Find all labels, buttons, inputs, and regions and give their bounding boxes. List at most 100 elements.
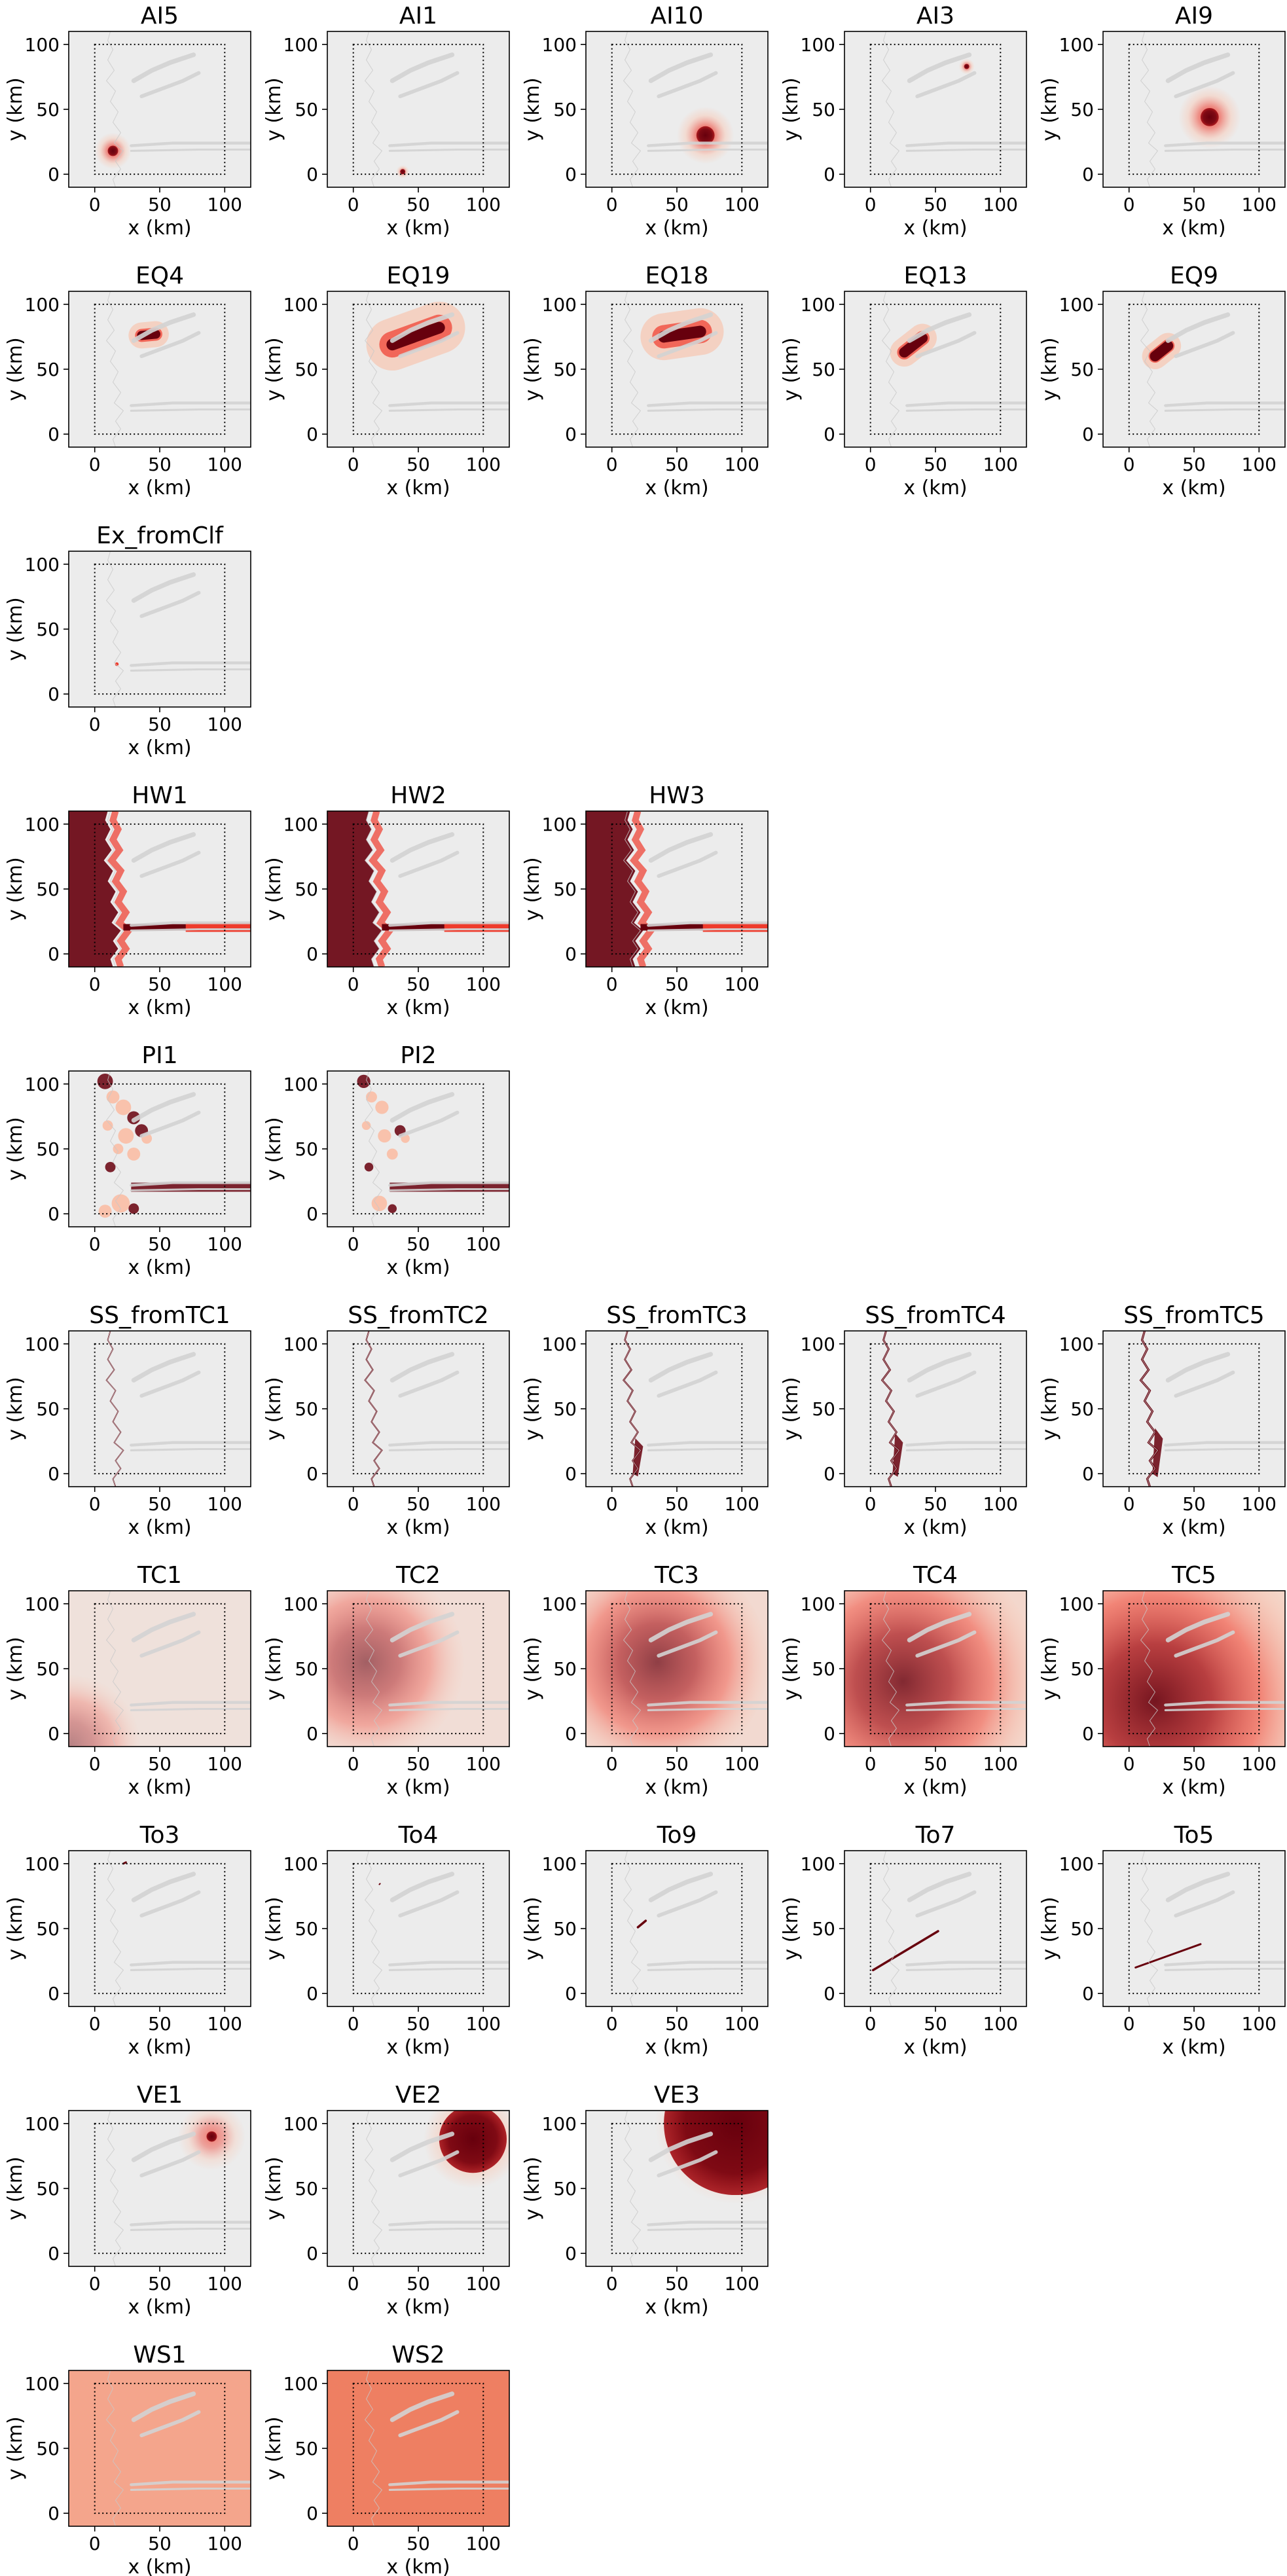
y-tick-label: 50 xyxy=(295,1918,318,1940)
road-line xyxy=(1164,1447,1285,1452)
panel-to4: To4 0 50 100 0 50 100 x (km) y (km) xyxy=(263,1822,510,2059)
x-tick-label: 50 xyxy=(148,714,172,735)
road-line xyxy=(398,1890,460,1918)
map-features xyxy=(364,1591,509,1747)
plot-area xyxy=(327,291,509,447)
y-tick-label: 100 xyxy=(1059,1593,1094,1615)
y-axis-label: y (km) xyxy=(263,857,285,920)
panel-hw2: HW2 0 50 100 0 50 100 x (km) y (km) xyxy=(263,782,510,1019)
panel-ve1: VE1 0 50 100 0 50 100 x (km) y (km) xyxy=(4,2082,251,2319)
x-axis-label: x (km) xyxy=(128,1776,191,1799)
coastline xyxy=(1140,1331,1159,1487)
flood-patch xyxy=(113,1144,124,1154)
plot-area xyxy=(69,2370,251,2526)
cyclone-wind-core xyxy=(69,1675,141,1747)
y-tick-label: 50 xyxy=(295,2438,318,2459)
y-axis-label: y (km) xyxy=(4,2156,27,2220)
y-tick-label: 50 xyxy=(553,879,577,900)
y-tick-label: 0 xyxy=(1082,1463,1094,1485)
y-tick-label: 0 xyxy=(565,164,577,185)
road-line xyxy=(131,1612,196,1642)
road-line xyxy=(1165,1872,1231,1902)
coastline xyxy=(881,1851,900,2006)
plot-area xyxy=(69,31,251,187)
y-tick-label: 100 xyxy=(542,34,577,56)
plot-area xyxy=(1103,31,1285,187)
y-tick-label: 50 xyxy=(295,879,318,900)
y-axis-label: y (km) xyxy=(521,1896,544,1960)
x-axis-label: x (km) xyxy=(386,1256,450,1279)
y-tick-label: 100 xyxy=(283,2113,318,2135)
x-tick-label: 50 xyxy=(407,1753,430,1775)
y-axis-label: y (km) xyxy=(263,1117,285,1180)
panel-title: To9 xyxy=(657,1822,697,1849)
x-tick-label: 50 xyxy=(1182,1493,1206,1515)
explosion-point xyxy=(115,662,119,666)
coastline xyxy=(105,31,124,187)
hazard-layer xyxy=(1134,1943,1202,1968)
panel-title: SS_fromTC5 xyxy=(1123,1302,1264,1329)
y-tick-label: 0 xyxy=(48,2243,60,2264)
flood-patch xyxy=(386,1148,398,1160)
y-tick-label: 50 xyxy=(36,879,60,900)
road-line xyxy=(390,1092,455,1123)
y-tick-label: 0 xyxy=(48,1463,60,1485)
terrain-background xyxy=(844,1331,1026,1487)
y-tick-label: 0 xyxy=(306,2243,318,2264)
y-tick-label: 0 xyxy=(48,943,60,965)
y-tick-label: 100 xyxy=(542,1853,577,1875)
panel-title: AI9 xyxy=(1175,3,1213,29)
x-tick-label: 50 xyxy=(665,454,689,475)
heat-land-zone xyxy=(586,811,644,967)
panel-ss-fromtc2: SS_fromTC2 0 50 100 0 50 100 x (km) y (km) xyxy=(263,1302,510,1539)
coastline xyxy=(623,291,642,447)
y-tick-label: 100 xyxy=(1059,294,1094,316)
coastline xyxy=(623,1591,642,1747)
plot-area xyxy=(586,291,768,447)
hazard-layer xyxy=(1142,333,1182,370)
x-tick-label: 0 xyxy=(1123,2013,1135,2035)
y-tick-label: 0 xyxy=(306,1983,318,2005)
flood-patch xyxy=(98,1205,112,1218)
heat-coast-band xyxy=(107,811,134,967)
panel-title: PI2 xyxy=(400,1042,436,1069)
y-tick-label: 100 xyxy=(801,294,835,316)
x-tick-label: 100 xyxy=(725,2273,759,2295)
panel-tc5: TC5 0 50 100 0 50 100 x (km) y (km) xyxy=(1038,1562,1286,1799)
x-tick-label: 0 xyxy=(89,2013,101,2035)
y-tick-label: 0 xyxy=(48,1203,60,1225)
y-axis-label: y (km) xyxy=(780,1896,803,1960)
panel-ai9: AI9 0 50 100 0 50 100 x (km) y (km) xyxy=(1038,3,1286,240)
x-tick-label: 50 xyxy=(407,1493,430,1515)
road-line xyxy=(915,1370,977,1398)
panel-title: TC2 xyxy=(395,1562,441,1589)
panel-title: EQ13 xyxy=(904,263,968,289)
panel-title: Ex_fromClf xyxy=(96,522,224,549)
road-line xyxy=(905,408,1026,412)
y-tick-label: 50 xyxy=(295,99,318,120)
road-line xyxy=(388,1447,509,1452)
x-axis-label: x (km) xyxy=(128,2036,191,2059)
flood-patch xyxy=(378,1129,391,1143)
x-tick-label: 0 xyxy=(89,1233,101,1255)
panel-title: VE1 xyxy=(137,2082,183,2109)
x-tick-label: 0 xyxy=(606,194,618,215)
x-tick-label: 100 xyxy=(1242,1493,1277,1515)
plot-area xyxy=(586,1591,768,1747)
intensity-core xyxy=(964,63,970,69)
y-tick-label: 0 xyxy=(1082,1723,1094,1745)
x-tick-label: 50 xyxy=(148,194,172,215)
road-line xyxy=(139,2150,201,2178)
plot-area xyxy=(327,1071,509,1227)
coastline xyxy=(1140,31,1159,187)
road-line xyxy=(657,2150,718,2178)
terrain-background xyxy=(844,291,1026,447)
y-tick-label: 100 xyxy=(283,1333,318,1355)
panel-ai5: AI5 0 50 100 0 50 100 x (km) y (km) xyxy=(4,3,251,240)
tornado-track xyxy=(871,1930,939,1972)
terrain-background xyxy=(844,1851,1026,2006)
y-axis-label: y (km) xyxy=(263,2156,285,2220)
x-tick-label: 50 xyxy=(665,973,689,995)
x-axis-label: x (km) xyxy=(386,2296,450,2319)
intensity-core xyxy=(206,2131,217,2142)
